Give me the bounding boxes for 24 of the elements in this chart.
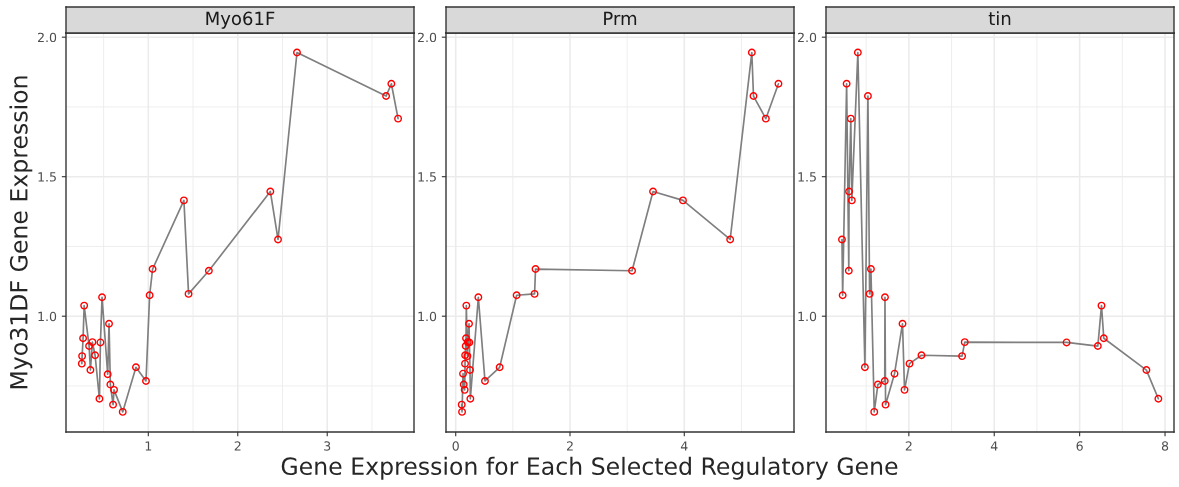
- y-tick-label: 1.0: [798, 311, 817, 322]
- chart-title: tin: [988, 11, 1011, 25]
- y-tick-label: 1.0: [38, 311, 57, 322]
- y-tick-label: 2.0: [798, 32, 817, 43]
- x-tick-label: 1: [145, 441, 152, 451]
- chart-title: Myo61F: [206, 11, 275, 29]
- y-tick-label: 1.0: [418, 311, 437, 322]
- x-tick-label: 6: [1076, 441, 1083, 451]
- x-tick-label: 0: [452, 441, 459, 451]
- x-tick-label: 8: [1161, 441, 1169, 451]
- x-tick-label: 4: [990, 441, 998, 451]
- y-tick-label: 1.5: [798, 172, 816, 182]
- x-tick-label: 4: [680, 441, 688, 451]
- x-tick-label: 2: [905, 441, 912, 451]
- x-tick-label: 2: [234, 441, 241, 451]
- x-tick-label: 2: [566, 441, 573, 451]
- y-tick-label: 2.0: [38, 32, 57, 43]
- x-tick-label: 3: [324, 441, 331, 451]
- y-tick-label: 2.0: [418, 32, 437, 43]
- chart-title: Prm: [604, 11, 637, 25]
- x-axis-title: Gene Expression for Each Selected Regulatory Gene: [281, 456, 898, 480]
- y-tick-label: 1.5: [38, 172, 56, 182]
- y-tick-label: 1.5: [418, 172, 436, 182]
- y-axis-title: Myo31DF Gene Expression: [9, 76, 33, 389]
